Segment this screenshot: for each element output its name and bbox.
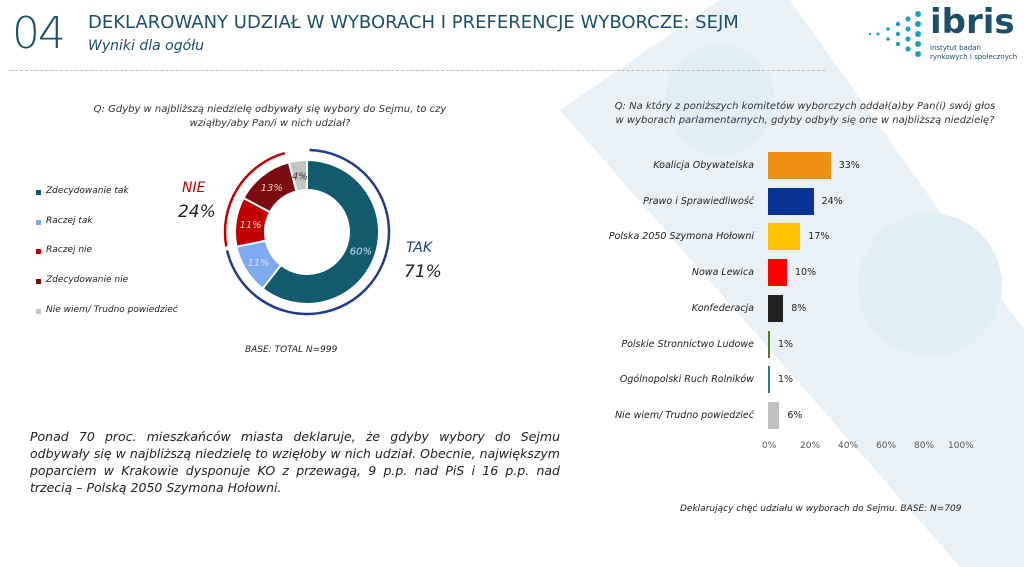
logo-tagline: instytut badań rynkowych i społecznych (930, 44, 1018, 61)
bar-category-label: Ogólnopolski Ruch Rolników (619, 374, 754, 386)
bar-value-label: 33% (838, 160, 860, 171)
legend-label: Raczej nie (46, 245, 93, 256)
bar-value-label: 6% (787, 409, 803, 421)
bar-category-label: Nowa Lewica (691, 267, 754, 279)
bar (768, 223, 801, 251)
bar (768, 187, 814, 215)
bar-value-label: 8% (791, 302, 807, 314)
legend-item: Raczej tak (36, 216, 178, 246)
legend-swatch (36, 219, 41, 225)
bar (768, 366, 770, 394)
bar (768, 152, 831, 179)
slice-label: 11% (239, 220, 261, 231)
x-tick-label: 0% (762, 441, 777, 451)
x-tick-label: 20% (800, 441, 821, 451)
x-tick-label: 80% (914, 441, 935, 451)
x-tick-label: 40% (838, 441, 859, 451)
bar-value-label: 1% (778, 338, 794, 350)
tak-label: TAK (406, 240, 433, 256)
tak-arc (225, 148, 391, 316)
legend-item: Zdecydowanie nie (36, 275, 178, 305)
legend-swatch (36, 279, 41, 285)
bar (768, 330, 770, 358)
bar-value-label: 24% (821, 195, 843, 207)
bar-value-label: 17% (808, 231, 830, 243)
nie-arc (223, 151, 286, 247)
legend-item: Zdecydowanie tak (36, 186, 178, 216)
ibris-logo: ibris instytut badań rynkowych i społecz… (862, 2, 1022, 70)
donut-slice (261, 158, 380, 305)
section-number: 04 (12, 8, 66, 59)
legend-swatch (36, 249, 41, 255)
right-question: Q: Na który z poniższych komitetów wybor… (614, 101, 996, 126)
legend-swatch (36, 308, 41, 314)
page-subtitle: Wyniki dla ogółu (88, 38, 205, 54)
page-title: DEKLAROWANY UDZIAŁ W WYBORACH I PREFEREN… (88, 12, 739, 33)
legend-swatch (36, 190, 41, 195)
legend-label: Zdecydowanie nie (46, 275, 129, 286)
bar-value-label: 1% (778, 374, 794, 386)
bar-category-label: Koalicja Obywatelska (653, 160, 754, 171)
divider (10, 70, 825, 71)
bar-value-label: 10% (795, 267, 817, 279)
bar (768, 401, 780, 429)
bar-category-label: Nie wiem/ Trudno powiedzieć (614, 409, 754, 421)
slice-label: 13% (261, 183, 283, 194)
bar-category-label: Prawo i Sprawiedliwość (643, 195, 754, 207)
left-base-note: BASE: TOTAL N=999 (245, 345, 338, 355)
nie-label: NIE (182, 180, 206, 196)
donut-slice (235, 239, 283, 291)
donut-slice (242, 161, 298, 214)
legend-label: Raczej tak (46, 215, 93, 226)
logo-word: ibris (930, 2, 1015, 42)
left-question: Q: Gdyby w najbliższą niedzielę odbywały… (93, 104, 447, 129)
dots-logo-icon (868, 11, 921, 57)
legend-label: Nie wiem/ Trudno powiedzieć (46, 304, 178, 315)
bar (768, 259, 787, 287)
x-tick-label: 100% (948, 441, 974, 451)
legend-item: Raczej nie (36, 245, 178, 275)
legend-item: Nie wiem/ Trudno powiedzieć (36, 305, 178, 335)
nie-value: 24% (178, 202, 216, 222)
donut-legend: Zdecydowanie tak Raczej tak Raczej nie Zdec… (36, 186, 178, 334)
donut-slice (234, 196, 272, 248)
x-tick-label: 60% (876, 441, 897, 451)
summary-text: Ponad 70 proc. mieszkańców miasta deklar… (30, 429, 560, 495)
slice-label: 11% (247, 258, 269, 269)
bar-category-label: Konfederacja (691, 302, 754, 314)
legend-label: Zdecydowanie tak (46, 186, 129, 196)
bar (768, 294, 784, 322)
right-base-note: Deklarujący chęć udziału w wyborach do S… (680, 504, 962, 514)
bar-category-label: Polska 2050 Szymona Hołowni (608, 231, 754, 243)
slice-label: 60% (350, 247, 372, 258)
bar-category-label: Polskie Stronnictwo Ludowe (621, 338, 754, 350)
donut-slice (287, 158, 308, 193)
tak-value: 71% (404, 262, 442, 282)
slice-label: 4% (292, 171, 308, 182)
